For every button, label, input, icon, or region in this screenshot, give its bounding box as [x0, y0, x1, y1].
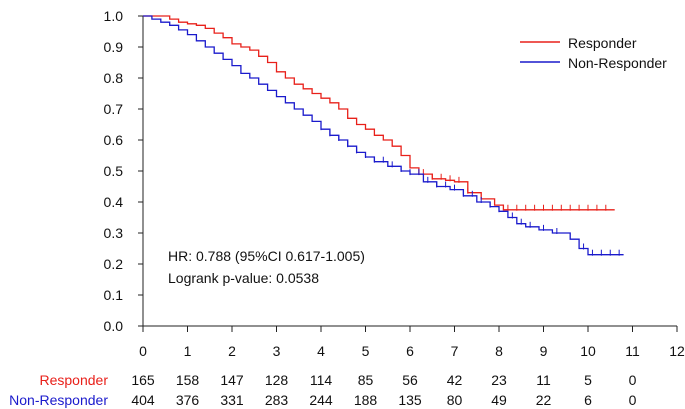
at-risk-non-responder: 0 [629, 392, 637, 408]
x-tick-label: 12 [669, 343, 685, 359]
x-tick-label: 1 [184, 343, 192, 359]
at-risk-non-responder: 244 [309, 392, 333, 408]
at-risk-responder: 11 [536, 372, 551, 388]
y-tick-label: 0.5 [104, 163, 124, 179]
x-tick-label: 0 [139, 343, 147, 359]
at-risk-non-responder: 376 [176, 392, 200, 408]
x-tick-label: 7 [451, 343, 459, 359]
x-tick-label: 5 [362, 343, 370, 359]
at-risk-non-responder: 331 [220, 392, 244, 408]
y-tick-label: 0.9 [104, 39, 124, 55]
x-tick-label: 10 [580, 343, 596, 359]
y-axis: 0.0 0.1 0.2 0.3 0.4 0.5 0.6 0.7 0.8 0.9 1.0 [104, 8, 144, 334]
logrank-annotation: Logrank p-value: 0.0538 [168, 270, 319, 286]
at-risk-non-responder: 22 [536, 392, 552, 408]
y-tick-label: 0.0 [104, 318, 124, 334]
x-tick-label: 8 [495, 343, 503, 359]
at-risk-non-responder: 6 [584, 392, 592, 408]
y-tick-label: 0.1 [104, 287, 124, 303]
x-tick-label: 6 [406, 343, 414, 359]
risk-label-responder: Responder [40, 372, 109, 388]
legend: Responder Non-Responder [520, 35, 667, 71]
at-risk-responder: 158 [176, 372, 200, 388]
at-risk-non-responder: 135 [398, 392, 422, 408]
x-tick-label: 3 [273, 343, 281, 359]
at-risk-non-responder: 404 [131, 392, 155, 408]
survival-curves [143, 15, 624, 256]
at-risk-responder: 165 [131, 372, 155, 388]
at-risk-responder: 114 [310, 372, 333, 388]
curve-non-responder [143, 15, 624, 256]
curve-responder [143, 15, 615, 211]
at-risk-responder: 42 [447, 372, 463, 388]
y-tick-label: 0.4 [104, 194, 124, 210]
x-tick-label: 11 [625, 343, 640, 359]
at-risk-responder: 128 [265, 372, 289, 388]
legend-label-responder: Responder [568, 35, 637, 51]
x-axis: 0 1 2 3 4 5 6 7 8 9 10 11 12 [139, 325, 685, 359]
at-risk-responder: 56 [402, 372, 418, 388]
risk-table: Responder Non-Responder 165 158 147 128 114 8… [9, 372, 636, 408]
y-tick-label: 1.0 [104, 8, 124, 24]
y-tick-label: 0.6 [104, 132, 124, 148]
y-tick-label: 0.3 [104, 225, 124, 241]
x-tick-label: 9 [540, 343, 548, 359]
at-risk-responder: 23 [491, 372, 507, 388]
at-risk-non-responder: 188 [354, 392, 378, 408]
at-risk-non-responder: 283 [265, 392, 289, 408]
legend-label-non-responder: Non-Responder [568, 55, 667, 71]
at-risk-responder: 147 [220, 372, 244, 388]
at-risk-responder: 0 [629, 372, 637, 388]
hr-annotation: HR: 0.788 (95%CI 0.617-1.005) [168, 248, 365, 264]
annotations: HR: 0.788 (95%CI 0.617-1.005) Logrank p-… [168, 248, 365, 286]
y-tick-label: 0.8 [104, 70, 124, 86]
x-tick-label: 4 [317, 343, 325, 359]
at-risk-responder: 85 [358, 372, 374, 388]
y-tick-label: 0.2 [104, 256, 124, 272]
risk-label-non-responder: Non-Responder [9, 392, 108, 408]
at-risk-responder: 5 [584, 372, 592, 388]
x-tick-label: 2 [228, 343, 236, 359]
y-tick-label: 0.7 [104, 101, 124, 117]
at-risk-non-responder: 80 [447, 392, 463, 408]
at-risk-non-responder: 49 [491, 392, 507, 408]
